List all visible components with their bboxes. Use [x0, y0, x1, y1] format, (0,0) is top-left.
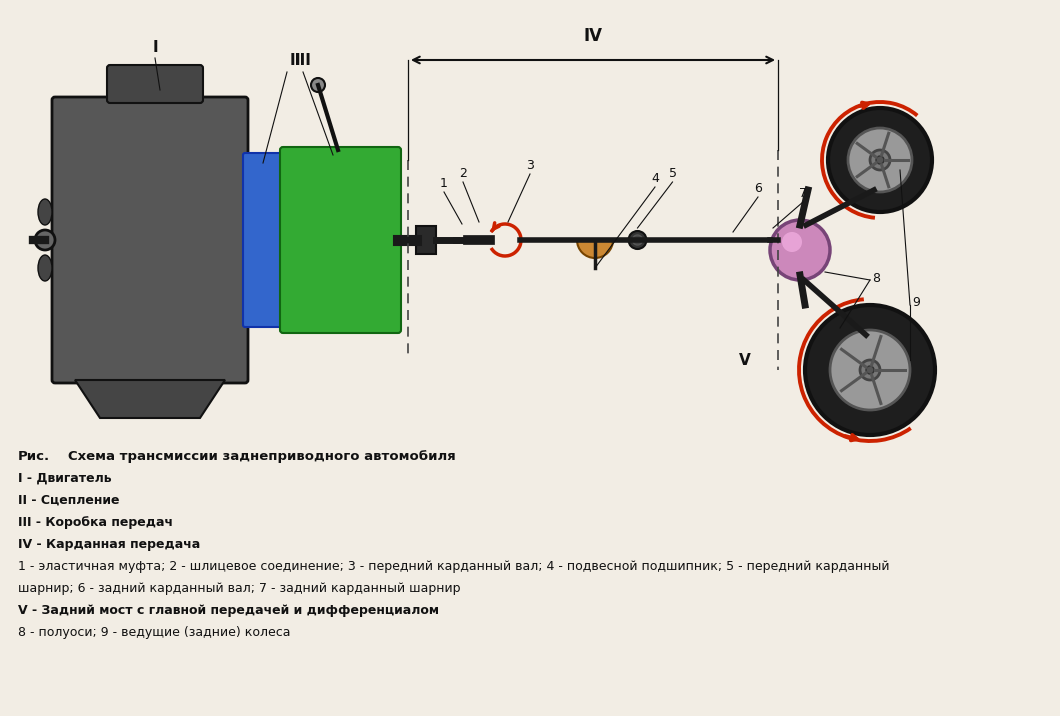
Text: 6: 6	[754, 182, 762, 195]
Text: I: I	[153, 40, 158, 55]
Text: Схема трансмиссии заднеприводного автомобиля: Схема трансмиссии заднеприводного автомо…	[68, 450, 456, 463]
Text: 1: 1	[440, 177, 448, 190]
Text: III: III	[295, 53, 312, 68]
Text: IV: IV	[583, 27, 602, 45]
Text: 1 - эластичная муфта; 2 - шлицевое соединение; 3 - передний карданный вал; 4 - п: 1 - эластичная муфта; 2 - шлицевое соеди…	[18, 560, 889, 573]
Text: III - Коробка передач: III - Коробка передач	[18, 516, 173, 529]
Circle shape	[311, 78, 325, 92]
Text: V: V	[739, 353, 750, 368]
Circle shape	[828, 108, 932, 212]
Text: I - Двигатель: I - Двигатель	[18, 472, 111, 485]
Text: шарнир; 6 - задний карданный вал; 7 - задний карданный шарнир: шарнир; 6 - задний карданный вал; 7 - за…	[18, 582, 460, 595]
Text: 8: 8	[872, 271, 880, 284]
Circle shape	[770, 220, 830, 280]
Circle shape	[805, 305, 935, 435]
Text: IV - Карданная передача: IV - Карданная передача	[18, 538, 200, 551]
FancyBboxPatch shape	[52, 97, 248, 383]
FancyBboxPatch shape	[243, 153, 285, 327]
Text: 7: 7	[799, 187, 807, 200]
Text: 5: 5	[669, 167, 676, 180]
Text: 3: 3	[526, 159, 534, 172]
Circle shape	[848, 128, 912, 192]
Text: 9: 9	[912, 296, 920, 309]
Text: 8 - полуоси; 9 - ведущие (задние) колеса: 8 - полуоси; 9 - ведущие (задние) колеса	[18, 626, 290, 639]
Circle shape	[860, 360, 880, 380]
Bar	[416, 226, 436, 254]
Circle shape	[782, 232, 802, 252]
Circle shape	[876, 156, 884, 164]
Circle shape	[830, 330, 909, 410]
Text: II: II	[289, 53, 301, 68]
Text: V - Задний мост с главной передачей и дифференциалом: V - Задний мост с главной передачей и ди…	[18, 604, 439, 617]
Circle shape	[35, 230, 55, 250]
Circle shape	[633, 235, 642, 245]
Ellipse shape	[38, 255, 52, 281]
Text: II - Сцепление: II - Сцепление	[18, 494, 120, 507]
FancyBboxPatch shape	[280, 147, 401, 333]
Text: 4: 4	[651, 172, 659, 185]
Circle shape	[870, 150, 890, 170]
Ellipse shape	[38, 199, 52, 225]
Circle shape	[629, 231, 647, 249]
Circle shape	[866, 366, 874, 374]
Text: 2: 2	[459, 167, 467, 180]
FancyBboxPatch shape	[107, 65, 204, 103]
Polygon shape	[75, 380, 225, 418]
Wedge shape	[577, 240, 613, 258]
Text: Рис.: Рис.	[18, 450, 50, 463]
